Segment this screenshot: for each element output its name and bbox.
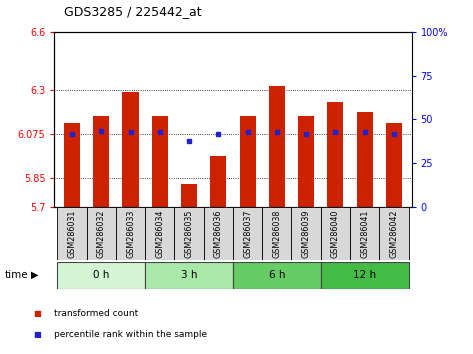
Bar xyxy=(233,207,262,260)
Text: GSM286039: GSM286039 xyxy=(302,210,311,258)
Text: GSM286041: GSM286041 xyxy=(360,210,369,258)
Bar xyxy=(210,156,227,207)
Bar xyxy=(239,115,255,207)
Bar xyxy=(298,115,314,207)
Bar xyxy=(233,262,321,289)
Bar xyxy=(57,207,87,260)
Text: GSM286037: GSM286037 xyxy=(243,210,252,258)
Bar xyxy=(321,262,409,289)
Text: GSM286038: GSM286038 xyxy=(272,210,281,258)
Text: ▶: ▶ xyxy=(31,270,38,280)
Text: GSM286033: GSM286033 xyxy=(126,210,135,258)
Text: GSM286035: GSM286035 xyxy=(184,210,193,258)
Bar xyxy=(145,262,233,289)
Bar xyxy=(269,86,285,207)
Text: GSM286031: GSM286031 xyxy=(68,210,77,258)
Bar xyxy=(93,115,109,207)
Bar xyxy=(145,207,175,260)
Text: 6 h: 6 h xyxy=(269,270,285,280)
Bar xyxy=(175,207,204,260)
Bar xyxy=(350,207,379,260)
Bar xyxy=(87,207,116,260)
Text: GDS3285 / 225442_at: GDS3285 / 225442_at xyxy=(64,5,201,18)
Bar xyxy=(152,115,168,207)
Bar xyxy=(291,207,321,260)
Bar xyxy=(123,92,139,207)
Text: ■: ■ xyxy=(33,309,41,318)
Text: GSM286042: GSM286042 xyxy=(389,210,398,258)
Bar xyxy=(379,207,409,260)
Bar xyxy=(321,207,350,260)
Bar xyxy=(204,207,233,260)
Text: 0 h: 0 h xyxy=(93,270,109,280)
Text: time: time xyxy=(5,270,28,280)
Bar xyxy=(64,124,80,207)
Bar xyxy=(116,207,145,260)
Text: GSM286040: GSM286040 xyxy=(331,210,340,258)
Bar xyxy=(57,262,145,289)
Text: ■: ■ xyxy=(33,330,41,339)
Text: GSM286034: GSM286034 xyxy=(155,210,164,258)
Text: 3 h: 3 h xyxy=(181,270,197,280)
Bar xyxy=(327,102,343,207)
Bar xyxy=(357,112,373,207)
Bar xyxy=(386,124,402,207)
Text: 12 h: 12 h xyxy=(353,270,376,280)
Text: GSM286032: GSM286032 xyxy=(97,210,106,258)
Text: GSM286036: GSM286036 xyxy=(214,210,223,258)
Bar xyxy=(262,207,291,260)
Bar xyxy=(181,184,197,207)
Text: percentile rank within the sample: percentile rank within the sample xyxy=(54,330,208,339)
Text: transformed count: transformed count xyxy=(54,309,139,318)
